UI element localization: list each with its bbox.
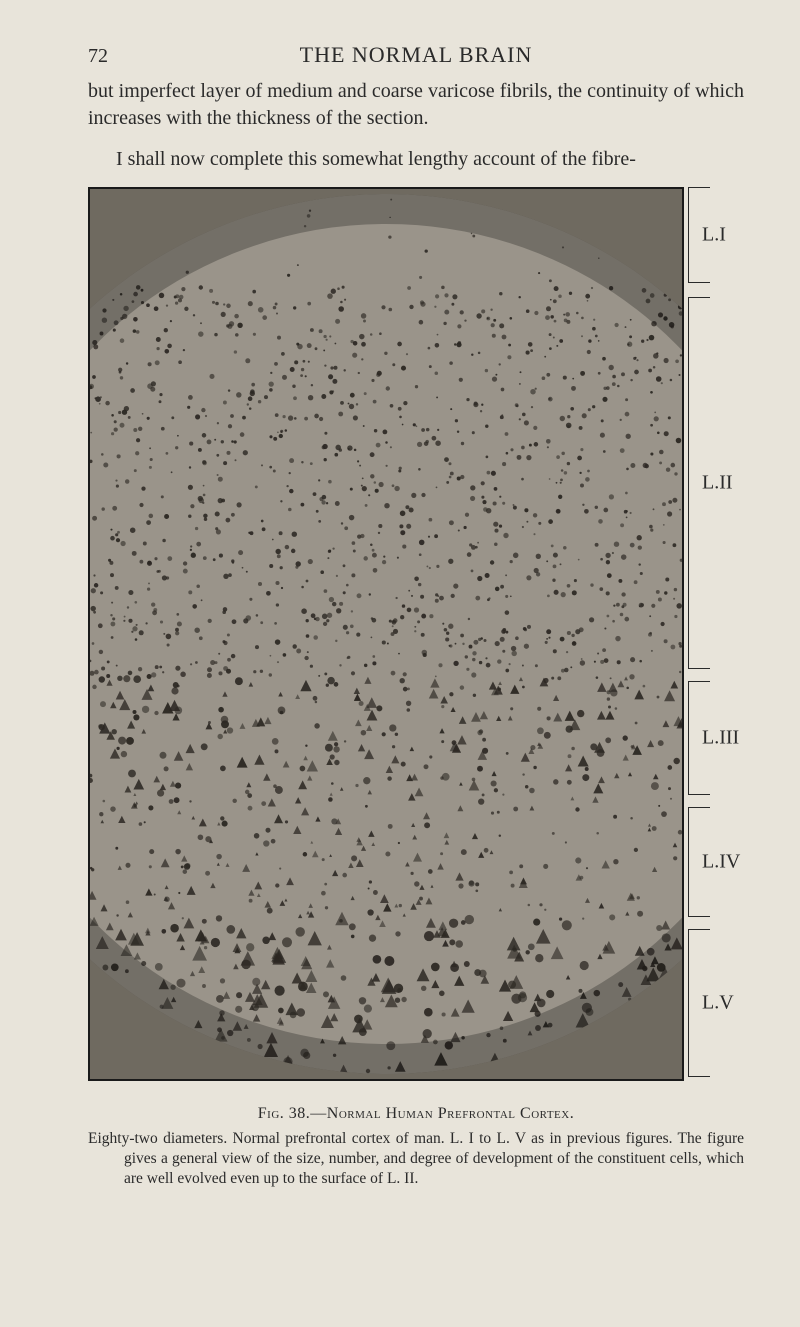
layer-label: L.IV [702, 851, 740, 874]
layer-tick [688, 794, 710, 795]
layer-bracket: L.V [688, 929, 744, 1077]
figure-caption-body: Eighty-two diameters. Normal prefrontal … [88, 1129, 744, 1189]
layer-tick [688, 1076, 710, 1077]
layer-tick [688, 668, 710, 669]
layer-bracket: L.IV [688, 807, 744, 917]
layer-brace [688, 297, 697, 669]
layer-labels: L.I L.II L.III L.IV L.V [688, 187, 744, 1077]
layer-label: L.III [702, 727, 739, 750]
figure-38: L.I L.II L.III L.IV L.V [88, 187, 744, 1077]
body-paragraph-2-text: I shall now complete this somewhat lengt… [116, 148, 636, 170]
body-paragraph-2: I shall now complete this somewhat lengt… [88, 146, 744, 173]
micrograph-svg [90, 189, 682, 1079]
body-paragraph-1: but imperfect layer of medium and coarse… [88, 78, 744, 132]
layer-tick [688, 282, 710, 283]
layer-brace [688, 681, 697, 795]
running-head: THE NORMAL BRAIN [112, 42, 720, 68]
layer-bracket: L.III [688, 681, 744, 795]
layer-brace [688, 929, 697, 1077]
layer-bracket: L.I [688, 187, 744, 283]
layer-tick [688, 916, 710, 917]
layer-label: L.II [702, 472, 733, 495]
figure-frame [88, 187, 684, 1081]
layer-bracket: L.II [688, 297, 744, 669]
figure-caption-text: Eighty-two diameters. Normal prefrontal … [88, 1129, 744, 1189]
layer-label: L.I [702, 224, 726, 247]
layer-brace [688, 187, 697, 283]
figure-caption-title: Fig. 38.—Normal Human Prefrontal Cortex. [88, 1105, 744, 1123]
layer-brace [688, 807, 697, 917]
layer-label: L.V [702, 992, 734, 1015]
